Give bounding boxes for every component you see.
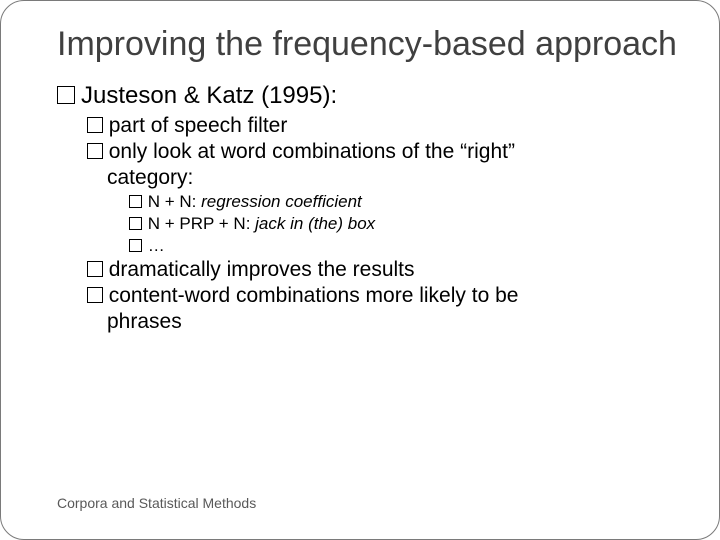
bullet-text-italic: jack in (the) box	[255, 214, 375, 233]
bullet-lvl3: N + N: regression coefficient	[129, 192, 691, 212]
bullet-text: category:	[107, 166, 193, 189]
square-bullet-icon	[87, 287, 103, 303]
square-bullet-icon	[57, 86, 75, 104]
square-bullet-icon	[87, 117, 103, 133]
bullet-lvl2: content-word combinations more likely to…	[87, 284, 691, 308]
bullet-text: N + N:	[148, 192, 201, 211]
bullet-text: part of speech filter	[109, 114, 288, 137]
bullet-text: Justeson & Katz (1995):	[81, 82, 337, 109]
square-bullet-icon	[129, 239, 142, 252]
slide-footer: Corpora and Statistical Methods	[57, 495, 256, 511]
bullet-lvl3: …	[129, 236, 691, 256]
bullet-text: only look at word combinations of the “r…	[109, 140, 515, 163]
bullet-text: phrases	[107, 310, 182, 333]
slide-frame: Improving the frequency-based approach J…	[0, 0, 720, 540]
bullet-lvl2-cont: category:	[107, 166, 691, 190]
square-bullet-icon	[87, 143, 103, 159]
bullet-text: N + PRP + N:	[148, 214, 255, 233]
bullet-lvl2: dramatically improves the results	[87, 258, 691, 282]
bullet-lvl2: part of speech filter	[87, 114, 691, 138]
square-bullet-icon	[129, 217, 142, 230]
bullet-lvl3: N + PRP + N: jack in (the) box	[129, 214, 691, 234]
bullet-text-italic: regression coefficient	[201, 192, 362, 211]
square-bullet-icon	[129, 195, 142, 208]
square-bullet-icon	[87, 261, 103, 277]
bullet-lvl1: Justeson & Katz (1995):	[57, 82, 691, 110]
bullet-text: dramatically improves the results	[109, 258, 415, 281]
slide-title: Improving the frequency-based approach	[57, 25, 677, 64]
bullet-lvl2-cont: phrases	[107, 310, 691, 334]
bullet-lvl2: only look at word combinations of the “r…	[87, 140, 691, 164]
bullet-text: content-word combinations more likely to…	[109, 284, 519, 307]
bullet-text: …	[148, 236, 165, 255]
